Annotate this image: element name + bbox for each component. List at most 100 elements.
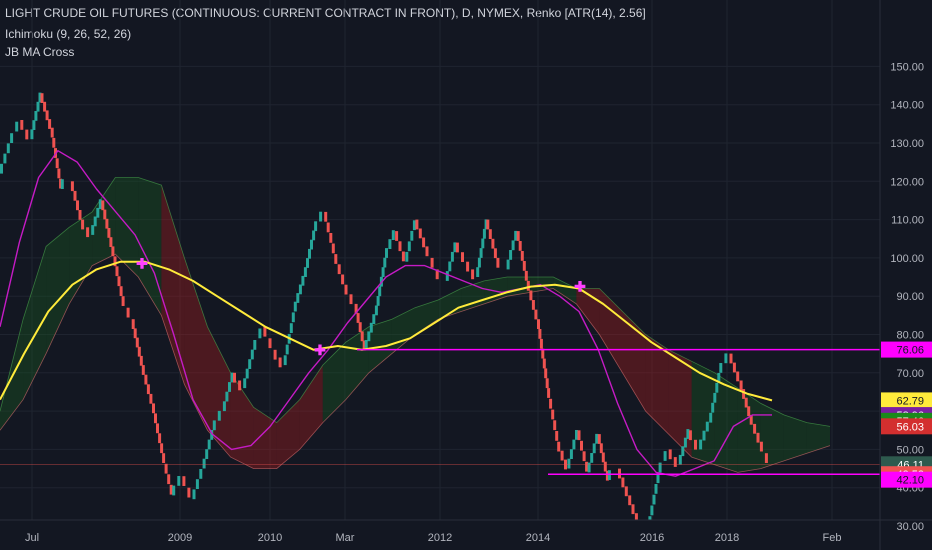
renko-brick-down [560, 450, 564, 461]
ichimoku-cloud-segment [415, 300, 439, 335]
renko-brick-down [182, 476, 186, 486]
ma-cross-marker: ✚ [136, 256, 148, 272]
ichimoku-legend[interactable]: Ichimoku (9, 26, 52, 26) [5, 27, 132, 41]
renko-brick-up [298, 284, 302, 295]
renko-brick-down [362, 340, 366, 351]
renko-brick-up [381, 267, 385, 277]
y-tick-label: 100.00 [890, 253, 924, 265]
renko-brick-down [529, 290, 533, 301]
renko-brick-down [549, 398, 553, 409]
y-tick-label: 50.00 [896, 444, 924, 456]
renko-brick-up [702, 430, 706, 441]
price-tag [881, 392, 932, 409]
renko-brick-down [531, 300, 535, 310]
y-tick-label: 120.00 [890, 176, 924, 188]
renko-brick-down [759, 441, 763, 452]
renko-brick-down [268, 338, 272, 349]
renko-brick-up [699, 439, 703, 450]
renko-brick-down [539, 338, 543, 349]
y-tick-label: 70.00 [896, 368, 924, 380]
renko-brick-up [678, 454, 682, 465]
price-tag-label: 42.10 [896, 475, 924, 487]
x-tick-label: 2016 [640, 532, 664, 544]
renko-brick-up [230, 372, 234, 383]
ichimoku-cloud-segment [391, 307, 415, 354]
x-tick-label: 2010 [258, 532, 282, 544]
renko-brick-up [225, 391, 229, 402]
renko-brick-up [207, 439, 211, 450]
y-tick-label: 130.00 [890, 138, 924, 150]
renko-brick-up [217, 410, 221, 421]
renko-brick-down [273, 349, 277, 360]
renko-brick-down [48, 119, 52, 129]
renko-brick-up [258, 328, 262, 339]
renko-brick-up [10, 133, 14, 143]
ma-cross-legend[interactable]: JB MA Cross [5, 45, 75, 59]
renko-brick-up [319, 211, 323, 222]
magenta-ma-line [0, 150, 772, 477]
renko-brick-down [694, 439, 697, 450]
renko-brick-up [654, 484, 658, 494]
x-tick-label: Mar [336, 532, 355, 544]
renko-brick-down [160, 443, 164, 454]
renko-brick-up [289, 323, 293, 333]
renko-brick-down [516, 231, 520, 241]
renko-brick-down [344, 284, 348, 295]
renko-brick-up [253, 340, 257, 350]
renko-brick-down [141, 365, 145, 375]
renko-brick-down [158, 433, 162, 444]
renko-brick-down [146, 384, 150, 395]
renko-brick-down [749, 414, 753, 425]
renko-brick-down [621, 477, 625, 488]
time-axis-bg [0, 520, 932, 550]
renko-brick-down [324, 211, 328, 222]
renko-brick-up [222, 401, 226, 412]
renko-brick-down [545, 378, 549, 389]
ichimoku-cloud-segment [645, 334, 669, 435]
renko-brick-up [509, 250, 513, 260]
renko-brick-up [310, 239, 313, 250]
renko-brick-down [156, 423, 159, 434]
renko-brick-down [329, 233, 333, 243]
renko-brick-down [356, 313, 360, 323]
renko-brick-up [567, 458, 571, 469]
renko-brick-up [0, 163, 3, 174]
renko-brick-down [117, 276, 121, 287]
renko-brick-down [542, 358, 546, 369]
ichimoku-cloud-segment [737, 388, 761, 473]
ichimoku-cloud-segment [691, 361, 715, 465]
price-tag [881, 471, 932, 488]
renko-brick-up [683, 437, 687, 448]
ichimoku-cloud-segment [184, 257, 208, 431]
renko-brick-up [724, 353, 728, 364]
renko-brick-down [538, 329, 542, 339]
renko-brick-down [57, 168, 61, 179]
renko-brick-down [524, 270, 528, 281]
x-tick-label: 2009 [168, 532, 192, 544]
renko-brick-down [331, 243, 335, 254]
renko-brick-down [144, 374, 148, 385]
renko-brick-up [15, 121, 19, 132]
renko-brick-up [383, 257, 387, 268]
renko-brick-down [466, 261, 470, 272]
renko-brick-down [113, 256, 117, 267]
renko-brick-down [131, 319, 135, 329]
renko-brick-down [45, 110, 49, 121]
ichimoku-cloud-segment [438, 288, 462, 320]
renko-brick-down [334, 254, 338, 264]
renko-brick-up [293, 301, 297, 312]
renko-brick-down [135, 337, 139, 348]
renko-brick-up [312, 230, 316, 241]
renko-brick-up [60, 179, 64, 189]
renko-brick-down [187, 487, 191, 498]
ichimoku-cloud-segment [23, 246, 47, 400]
renko-brick-up [248, 359, 252, 369]
renko-brick-up [93, 216, 97, 227]
renko-brick-down [238, 380, 242, 391]
renko-brick-down [111, 246, 115, 257]
ichimoku-cloud-segment [714, 372, 738, 473]
ichimoku-cloud-segment [276, 399, 300, 469]
renko-brick-down [154, 413, 157, 424]
